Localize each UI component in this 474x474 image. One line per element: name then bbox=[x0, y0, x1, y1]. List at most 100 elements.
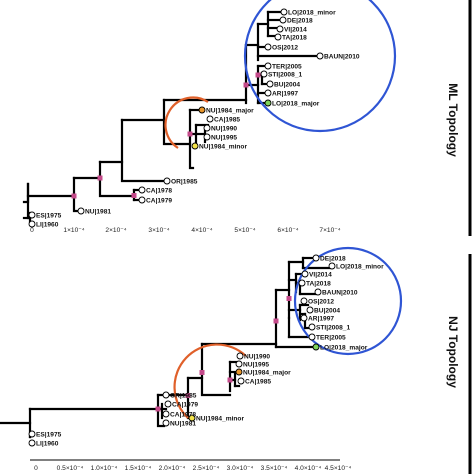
support-marker bbox=[243, 82, 249, 88]
svg-text:DE|2018: DE|2018 bbox=[320, 255, 346, 262]
leaf-node[interactable]: ES|1975 bbox=[28, 211, 62, 219]
support-marker bbox=[255, 72, 261, 78]
leaf-node[interactable]: TER|2005 bbox=[264, 62, 302, 70]
leaf-node[interactable]: CA|1978 bbox=[138, 186, 172, 194]
leaf-node[interactable]: NU|1981 bbox=[162, 419, 196, 427]
leaf-node[interactable]: CA|1979 bbox=[164, 400, 198, 408]
leaf-node[interactable]: STI|2008_1 bbox=[308, 323, 350, 331]
svg-text:NU|1984_minor: NU|1984_minor bbox=[196, 415, 244, 422]
leaf-node[interactable]: NU|1995 bbox=[235, 360, 269, 368]
svg-text:TA|2018: TA|2018 bbox=[306, 280, 331, 287]
leaf-node[interactable]: LO|2018_major bbox=[312, 343, 368, 351]
tick-label: 1×10⁻⁴ bbox=[63, 227, 84, 234]
leaf-node[interactable]: CA|1985 bbox=[237, 377, 271, 385]
tick-label: 4×10⁻⁴ bbox=[191, 227, 212, 234]
leaf-node[interactable]: OR|1985 bbox=[162, 391, 197, 399]
leaf-node[interactable]: BU|2004 bbox=[266, 80, 300, 88]
svg-text:CA|1979: CA|1979 bbox=[172, 401, 198, 408]
leaf-node[interactable]: NU|1984_major bbox=[235, 368, 291, 376]
leaf-node[interactable]: CA|1985 bbox=[206, 115, 240, 123]
svg-text:TER|2005: TER|2005 bbox=[272, 63, 302, 70]
svg-text:NU|1984_minor: NU|1984_minor bbox=[199, 143, 247, 150]
support-marker bbox=[273, 318, 279, 324]
leaf-node[interactable]: TER|2005 bbox=[308, 333, 346, 341]
nj-support-markers bbox=[155, 296, 292, 412]
leaf-node[interactable]: CA|1979 bbox=[138, 196, 172, 204]
leaf-node[interactable]: NU|1981 bbox=[77, 207, 111, 215]
svg-text:TER|2005: TER|2005 bbox=[316, 334, 346, 341]
leaf-node[interactable]: NU|1995 bbox=[203, 133, 237, 141]
tick-label: 1.5×10⁻⁴ bbox=[125, 465, 152, 472]
svg-text:NU|1995: NU|1995 bbox=[243, 361, 269, 368]
leaf-node[interactable]: BAUN|2010 bbox=[314, 288, 358, 296]
leaf-node[interactable]: NU|1990 bbox=[236, 352, 270, 360]
support-marker bbox=[227, 377, 233, 383]
svg-text:LO|2018_minor: LO|2018_minor bbox=[336, 263, 384, 270]
svg-text:BAUN|2010: BAUN|2010 bbox=[322, 289, 358, 296]
svg-text:LO|2018_major: LO|2018_major bbox=[320, 344, 368, 351]
svg-text:NU|1981: NU|1981 bbox=[170, 420, 196, 427]
tick-label: 1.0×10⁻⁴ bbox=[91, 465, 118, 472]
tick-label: 0 bbox=[34, 465, 38, 472]
leaf-node[interactable]: DE|2018 bbox=[279, 16, 313, 24]
leaf-node[interactable]: NU|1984_minor bbox=[188, 414, 244, 422]
svg-text:CA|1985: CA|1985 bbox=[245, 378, 271, 385]
leaf-node[interactable]: LO|2018_major bbox=[264, 99, 320, 107]
svg-text:CA|1978: CA|1978 bbox=[170, 411, 196, 418]
leaf-node[interactable]: DE|2018 bbox=[312, 254, 346, 262]
svg-text:NU|1984_major: NU|1984_major bbox=[243, 369, 291, 376]
leaf-node[interactable]: STI|2008_1 bbox=[260, 70, 302, 78]
leaf-node[interactable]: NU|1990 bbox=[203, 124, 237, 132]
svg-text:OR|1985: OR|1985 bbox=[171, 178, 198, 185]
svg-text:VI|2014: VI|2014 bbox=[284, 26, 307, 33]
leaf-node[interactable]: TA|2018 bbox=[298, 279, 331, 287]
leaf-node[interactable]: OS|2012 bbox=[264, 43, 298, 51]
svg-text:NU|1984_major: NU|1984_major bbox=[206, 107, 254, 114]
svg-text:ES|1975: ES|1975 bbox=[36, 431, 62, 438]
svg-text:CA|1978: CA|1978 bbox=[146, 187, 172, 194]
nj-panel: DE|2018 LO|2018_minor VI|2014 TA|2018 BA… bbox=[0, 246, 460, 472]
ml-support-markers bbox=[71, 72, 261, 199]
tick-label: 3.5×10⁻⁴ bbox=[261, 465, 288, 472]
leaf-node[interactable]: OR|1985 bbox=[163, 177, 198, 185]
leaf-node[interactable]: BAUN|2010 bbox=[316, 52, 360, 60]
svg-text:LO|2018_minor: LO|2018_minor bbox=[288, 9, 336, 16]
svg-text:LI|1960: LI|1960 bbox=[36, 440, 59, 447]
svg-text:NU|1990: NU|1990 bbox=[211, 125, 237, 132]
svg-text:ES|1975: ES|1975 bbox=[36, 212, 62, 219]
leaf-node[interactable]: OS|2012 bbox=[300, 297, 334, 305]
ml-leaves: LO|2018_minor DE|2018 VI|2014 TA|2018 OS… bbox=[28, 8, 360, 228]
leaf-node[interactable]: NU|1984_minor bbox=[191, 142, 247, 150]
support-marker bbox=[286, 296, 292, 301]
svg-text:OR|1985: OR|1985 bbox=[170, 392, 197, 399]
tick-label: 2×10⁻⁴ bbox=[105, 227, 126, 234]
leaf-node[interactable]: AR|1997 bbox=[264, 89, 298, 97]
tick-label: 4.0×10⁻⁴ bbox=[295, 465, 322, 472]
ml-orange-highlight-arc bbox=[164, 96, 209, 149]
svg-text:OS|2012: OS|2012 bbox=[308, 298, 334, 305]
leaf-node[interactable]: ES|1975 bbox=[28, 430, 62, 438]
tick-label: 3.0×10⁻⁴ bbox=[227, 465, 254, 472]
leaf-node[interactable]: VI|2014 bbox=[301, 270, 332, 278]
leaf-node[interactable]: LO|2018_minor bbox=[280, 8, 336, 16]
svg-text:TA|2018: TA|2018 bbox=[282, 34, 307, 41]
tick-label: 2.0×10⁻⁴ bbox=[159, 465, 186, 472]
tick-label: 0.5×10⁻⁴ bbox=[57, 465, 84, 472]
svg-text:BU|2004: BU|2004 bbox=[274, 81, 300, 88]
leaf-node[interactable]: BU|2004 bbox=[306, 306, 340, 314]
svg-text:AR|1997: AR|1997 bbox=[308, 315, 334, 322]
support-marker bbox=[199, 370, 205, 375]
leaf-node[interactable]: LI|1960 bbox=[28, 439, 59, 447]
leaf-node[interactable]: NU|1984_major bbox=[198, 106, 254, 114]
svg-text:VI|2014: VI|2014 bbox=[309, 271, 332, 278]
leaf-node[interactable]: TA|2018 bbox=[274, 33, 307, 41]
leaf-node[interactable]: VI|2014 bbox=[276, 25, 307, 33]
tick-label: 3×10⁻⁴ bbox=[148, 227, 169, 234]
leaf-node[interactable]: AR|1997 bbox=[300, 314, 334, 322]
leaf-node[interactable]: LI|1960 bbox=[28, 220, 59, 228]
leaf-node[interactable]: CA|1978 bbox=[162, 410, 196, 418]
leaf-node[interactable]: LO|2018_minor bbox=[328, 262, 384, 270]
svg-text:NU|1981: NU|1981 bbox=[85, 208, 111, 215]
ml-panel-title: ML Topology bbox=[446, 83, 460, 157]
